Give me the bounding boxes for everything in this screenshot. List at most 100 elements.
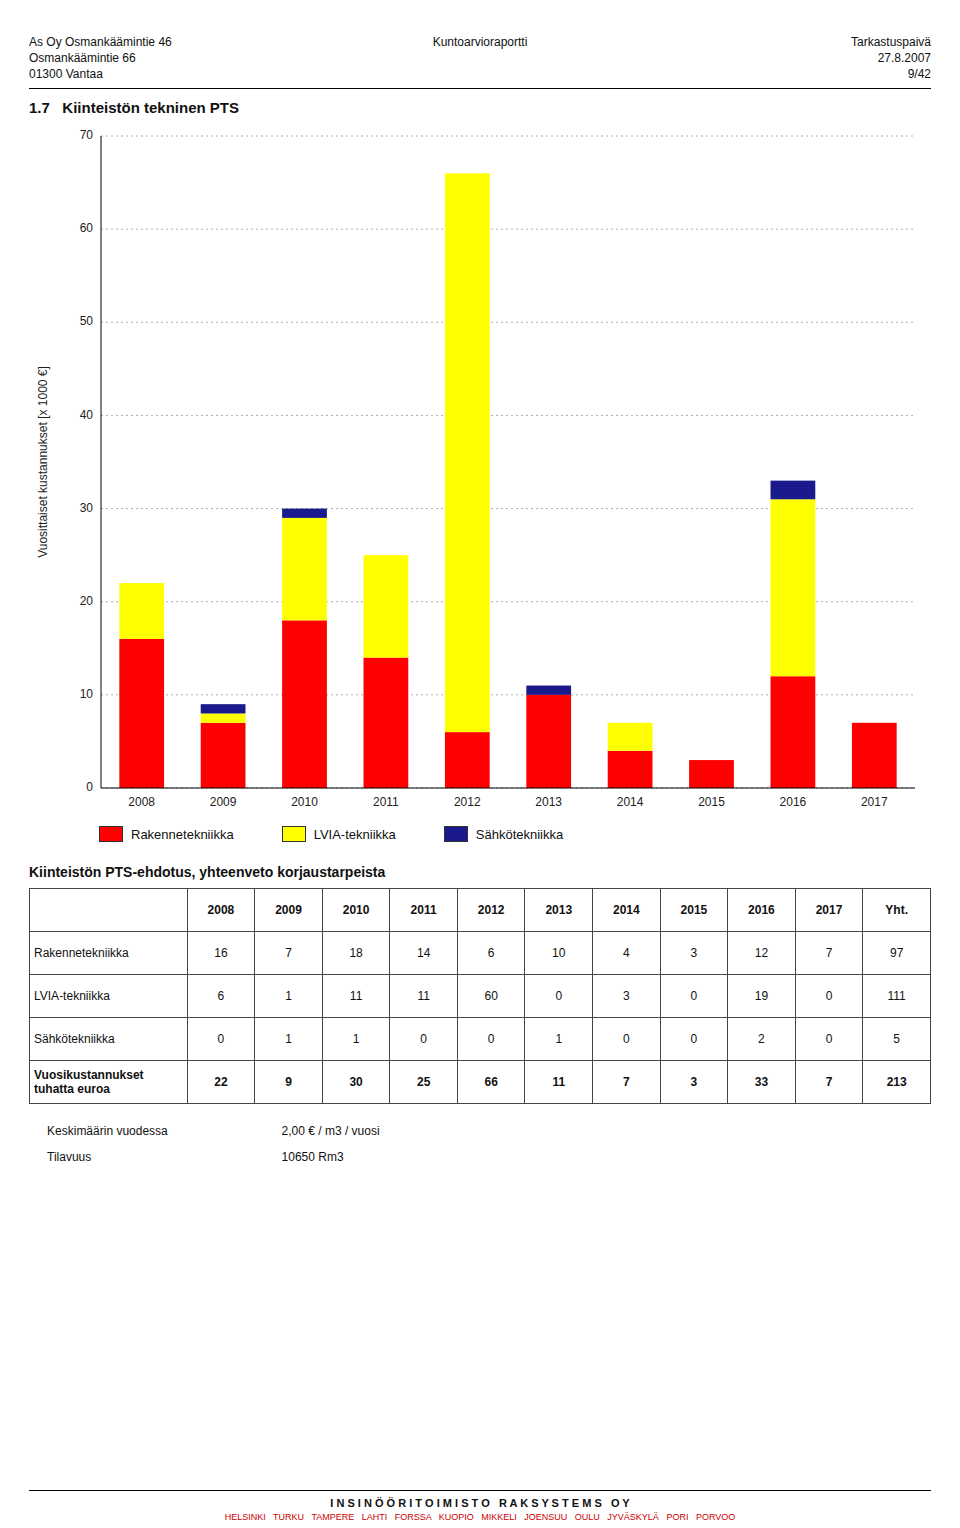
table-header: 2013 [525,889,593,932]
y-tick-label: 30 [80,501,94,515]
y-tick-label: 40 [80,408,94,422]
header-text: As Oy Osmankäämintie 46 [29,34,330,50]
legend-label: Sähkötekniikka [476,827,563,842]
y-axis-label: Vuosittaiset kustannukset [x 1000 €] [36,366,50,558]
x-tick-label: 2017 [861,795,888,809]
table-cell: 66 [457,1061,525,1104]
header-right: Tarkastuspaivä27.8.20079/42 [630,34,931,82]
legend-swatch [444,826,468,842]
section-title: 1.7 Kiinteistön tekninen PTS [29,99,931,116]
bar-segment [689,760,734,788]
table-cell: 7 [795,932,863,975]
grid-line [101,415,915,416]
table-header: 2009 [255,889,323,932]
bar-segment [282,509,327,518]
bar-segment [526,695,571,788]
footer-line: I N S I N Ö Ö R I T O I M I S T O R A K … [29,1497,931,1509]
table-cell: 3 [660,1061,728,1104]
table-cell: 6 [187,975,255,1018]
table-cell: 4 [593,932,661,975]
table-cell: 111 [863,975,931,1018]
bar-segment [689,760,734,761]
bar-segment [852,723,897,788]
table-cell: 0 [593,1018,661,1061]
table-row: LVIA-tekniikka61111160030190111 [30,975,931,1018]
info-value: 10650 Rm3 [282,1150,344,1164]
table-cell: 3 [593,975,661,1018]
bar-segment [771,499,816,676]
bar-segment [364,658,409,788]
header-left: As Oy Osmankäämintie 46Osmankäämintie 66… [29,34,330,82]
bar-segment [608,751,653,788]
table-row: Vuosikustannukset tuhatta euroa229302566… [30,1061,931,1104]
table-cell: 0 [187,1018,255,1061]
table-cell: 18 [322,932,390,975]
bar-segment [201,704,246,713]
bar-segment [282,620,327,788]
header-text: 27.8.2007 [630,50,931,66]
table-cell: 213 [863,1061,931,1104]
x-tick-label: 2009 [210,795,237,809]
table-header: 2014 [593,889,661,932]
table-cell: 14 [390,932,458,975]
table-header: 2011 [390,889,458,932]
grid-line [101,788,915,789]
table-cell: 1 [322,1018,390,1061]
header-text: 9/42 [630,66,931,82]
table-title: Kiinteistön PTS-ehdotus, yhteenveto korj… [29,864,931,880]
legend-item: Sähkötekniikka [444,826,563,842]
legend-swatch [99,826,123,842]
table-cell: 0 [390,1018,458,1061]
chart: 0102030405060702008200920102011201220132… [29,122,931,822]
bar-segment [771,481,816,500]
table-cell: 19 [728,975,796,1018]
table-header: 2016 [728,889,796,932]
table-row: Rakennetekniikka16718146104312797 [30,932,931,975]
table-cell: 1 [525,1018,593,1061]
bar-segment [445,173,490,174]
bar-segment [526,686,571,695]
table-cell: 11 [525,1061,593,1104]
y-tick-label: 70 [80,128,94,142]
x-axis-line [101,788,915,789]
table-corner [30,889,188,932]
y-tick-label: 0 [86,780,93,794]
bar-segment [852,722,897,723]
table-cell: 1 [255,975,323,1018]
table-cell: 5 [863,1018,931,1061]
x-tick-label: 2008 [128,795,155,809]
bar-segment [119,583,164,584]
footer: I N S I N Ö Ö R I T O I M I S T O R A K … [29,1490,931,1522]
legend-item: LVIA-tekniikka [282,826,396,842]
x-tick-label: 2011 [373,795,399,809]
info: Keskimäärin vuodessa2,00 € / m3 / vuosiT… [29,1124,931,1184]
table-cell: 2 [728,1018,796,1061]
x-tick-label: 2013 [535,795,562,809]
table-header: 2008 [187,889,255,932]
bar-segment [119,639,164,788]
table-header-row: 2008200920102011201220132014201520162017… [30,889,931,932]
bar-segment [445,173,490,732]
bar-segment [608,723,653,751]
table-cell: 7 [593,1061,661,1104]
bar-segment [364,555,409,556]
bar-segment [119,583,164,639]
table-cell: 22 [187,1061,255,1104]
table-row-label: Vuosikustannukset tuhatta euroa [30,1061,188,1104]
table-header: 2015 [660,889,728,932]
table-cell: 7 [255,932,323,975]
header-text: 01300 Vantaa [29,66,330,82]
table-row-label: Sähkötekniikka [30,1018,188,1061]
bar-segment [201,713,246,722]
table-cell: 97 [863,932,931,975]
table-cell: 12 [728,932,796,975]
table-cell: 16 [187,932,255,975]
grid-line [101,322,915,323]
bars [119,173,896,788]
table-cell: 1 [255,1018,323,1061]
y-tick-label: 50 [80,314,94,328]
bar-segment [608,722,653,723]
bar-segment [201,723,246,788]
footer-rule [29,1490,931,1491]
grid-line [101,229,915,230]
